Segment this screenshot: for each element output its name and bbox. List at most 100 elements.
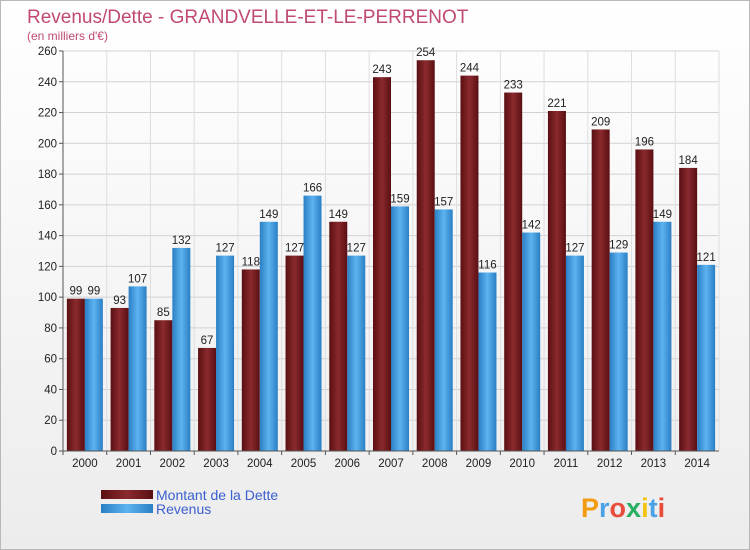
x-tick-label: 2014: [684, 458, 710, 470]
bar-dette: [591, 129, 610, 451]
data-label: 99: [69, 286, 82, 298]
data-label: 149: [259, 209, 278, 221]
x-tick-label: 2005: [291, 458, 317, 470]
legend-label: Revenus: [156, 501, 211, 517]
bar-dette: [241, 269, 260, 451]
bar-dette: [329, 221, 348, 451]
bar-dette: [679, 167, 698, 451]
chart-title: Revenus/Dette - GRANDVELLE-ET-LE-PERRENO…: [27, 7, 469, 28]
data-label: 149: [329, 209, 348, 221]
bar-dette: [504, 92, 523, 452]
bar-dette: [198, 347, 217, 451]
bar-dette: [635, 149, 654, 451]
data-label: 233: [504, 80, 523, 92]
x-tick-label: 2011: [554, 458, 579, 470]
bar-revenus: [697, 264, 716, 451]
bar-revenus: [172, 247, 191, 451]
y-tick-label: 120: [38, 261, 57, 273]
x-tick-label: 2013: [641, 458, 667, 470]
data-label: 127: [565, 243, 584, 255]
bar-dette: [416, 60, 435, 451]
bar-dette: [547, 111, 566, 451]
bar-revenus: [478, 272, 497, 451]
bar-revenus: [84, 298, 103, 451]
x-axis: 2000 2001 2002 2003 2004 2005 2006 2007 2008 2009…: [62, 450, 719, 470]
logo-letter: o: [610, 493, 627, 523]
y-tick-label: 180: [38, 169, 57, 181]
y-tick-label: 260: [38, 46, 57, 58]
legend-swatch: [101, 504, 153, 513]
data-label: 127: [285, 243, 304, 255]
data-label: 209: [591, 116, 610, 128]
data-label: 107: [128, 273, 147, 285]
logo-letter: x: [626, 493, 641, 523]
data-label: 243: [372, 64, 391, 76]
x-tick-label: 2007: [378, 458, 404, 470]
bar-revenus: [347, 255, 366, 451]
bar-revenus: [653, 221, 672, 451]
x-tick-label: 2001: [116, 458, 142, 470]
bar-revenus: [303, 195, 322, 451]
bar-revenus: [259, 221, 278, 451]
data-label: 67: [201, 335, 214, 347]
data-label: 132: [172, 235, 191, 247]
logo-letter: t: [649, 493, 658, 523]
legend-swatch: [101, 490, 153, 499]
data-label: 116: [478, 260, 496, 272]
data-label: 127: [215, 243, 234, 255]
data-label: 121: [697, 252, 716, 264]
y-tick-label: 20: [44, 415, 57, 427]
data-label: 196: [635, 136, 654, 148]
bar-dette: [460, 75, 479, 451]
data-label: 157: [434, 196, 453, 208]
bar-dette: [154, 320, 173, 451]
y-tick-label: 240: [38, 77, 57, 89]
bar-revenus: [434, 209, 453, 451]
y-tick-label: 60: [44, 354, 57, 366]
x-tick-label: 2000: [72, 458, 98, 470]
y-tick-label: 140: [38, 231, 57, 243]
x-tick-label: 2006: [334, 458, 360, 470]
y-tick-label: 100: [38, 292, 57, 304]
x-tick-label: 2002: [160, 458, 186, 470]
bar-revenus: [609, 252, 628, 451]
x-tick-label: 2012: [597, 458, 623, 470]
bar-revenus: [391, 206, 409, 451]
data-label: 118: [242, 256, 260, 268]
logo-letter: r: [599, 493, 610, 523]
legend-label: Montant de la Dette: [156, 487, 278, 503]
x-tick-label: 2008: [422, 458, 448, 470]
bar-revenus: [565, 255, 584, 451]
data-label: 99: [87, 286, 100, 298]
data-label: 142: [522, 220, 541, 232]
x-tick-label: 2004: [247, 458, 273, 470]
logo-letter: P: [581, 493, 599, 523]
y-tick-label: 200: [38, 138, 57, 150]
data-label: 166: [303, 183, 322, 195]
y-axis: 0 20 40 60 80 100 120 140 160 180 200 220 240 260: [38, 46, 64, 458]
data-label: 244: [460, 63, 480, 75]
proxiti-logo: Proxiti: [581, 493, 665, 523]
bar-dette: [110, 307, 129, 451]
data-label: 221: [547, 98, 566, 110]
x-tick-label: 2009: [466, 458, 492, 470]
x-tick-label: 2010: [509, 458, 535, 470]
data-label: 129: [609, 240, 628, 252]
y-tick-label: 40: [44, 384, 57, 396]
x-tick-label: 2003: [203, 458, 229, 470]
y-tick-label: 220: [38, 108, 57, 120]
bar-revenus: [128, 286, 147, 451]
y-tick-label: 0: [51, 446, 57, 458]
logo-letter: i: [658, 493, 666, 523]
data-label: 149: [653, 209, 672, 221]
y-tick-label: 160: [38, 200, 57, 212]
bar-dette: [373, 77, 391, 452]
bar-revenus: [216, 255, 235, 451]
bar-revenus: [522, 232, 541, 451]
bar-dette: [66, 298, 85, 451]
chart-subtitle: (en milliers d'€): [27, 29, 108, 43]
logo-letter: i: [641, 493, 649, 523]
